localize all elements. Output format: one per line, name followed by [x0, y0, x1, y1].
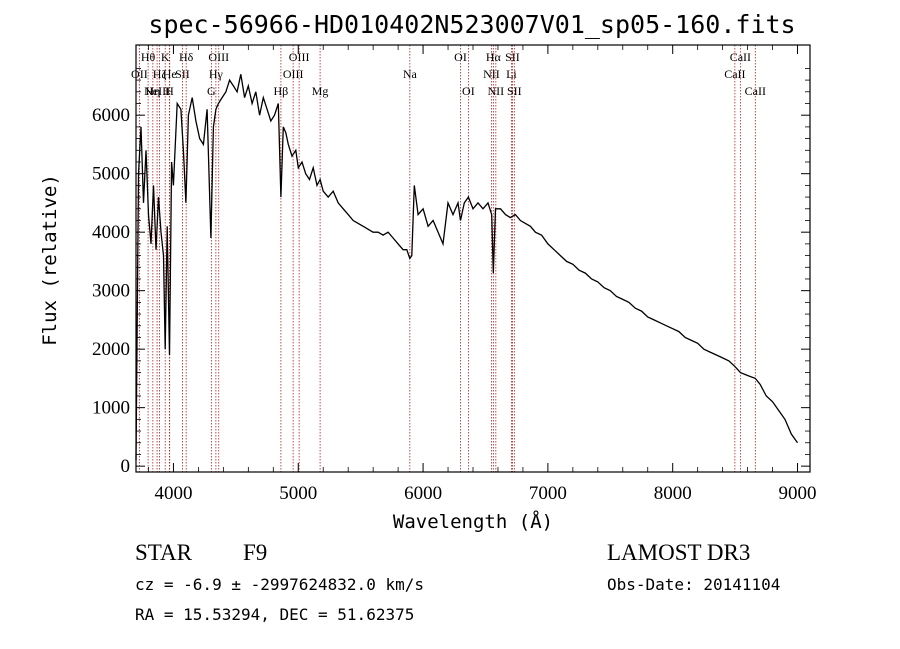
spectral-line-label: OII	[131, 67, 148, 81]
spectral-subclass: F9	[243, 540, 267, 565]
spectrum-line	[135, 74, 799, 461]
y-axis-ticks: 0 1000 2000 3000 4000 5000 6000	[92, 67, 810, 477]
spectral-line-markers	[138, 45, 756, 472]
spectral-line-label: OI	[462, 84, 475, 98]
spectral-line-label: SII	[505, 50, 520, 64]
x-axis-label: Wavelength (Å)	[393, 510, 553, 533]
spectral-line-label: He	[163, 67, 177, 81]
spectral-line-label: Mg	[312, 84, 329, 98]
spectral-line-label: Hη	[145, 84, 160, 98]
x-tick-label: 5000	[279, 483, 317, 504]
spectral-line-label: CaII	[730, 50, 751, 64]
y-tick-label: 0	[121, 456, 131, 477]
spectral-line-label: Hγ	[209, 67, 224, 81]
spectral-line-label: Na	[403, 67, 418, 81]
spectral-line-label: K	[161, 50, 170, 64]
spectral-line-label: NII	[483, 67, 500, 81]
x-tick-label: 8000	[654, 483, 692, 504]
coordinates-readout: RA = 15.53294, DEC = 51.62375	[135, 605, 414, 624]
y-tick-label: 6000	[92, 105, 130, 126]
spectral-line-label: SII	[175, 67, 190, 81]
object-type: STAR	[135, 540, 193, 565]
spectral-line-label: SII	[507, 84, 522, 98]
spectral-line-label: G	[207, 84, 216, 98]
spectral-line-label: NII	[488, 84, 505, 98]
redshift-readout: cz = -6.9 ± -2997624832.0 km/s	[135, 575, 424, 594]
x-axis-ticks: 4000 5000 6000 7000 8000 9000	[148, 45, 817, 504]
spectral-line-label: Li	[506, 67, 517, 81]
spectral-line-label: NeIII	[144, 84, 170, 98]
spectral-line-label: OIII	[283, 67, 304, 81]
chart-title: spec-56966-HD010402N523007V01_sp05-160.f…	[148, 10, 795, 39]
spectral-line-label: Hδ	[179, 50, 194, 64]
spectral-line-label: H	[165, 84, 174, 98]
x-tick-label: 6000	[404, 483, 442, 504]
spectral-line-label: CaII	[724, 67, 745, 81]
y-tick-label: 4000	[92, 222, 130, 243]
y-tick-label: 1000	[92, 398, 130, 419]
spectral-line-labels: OIIHθHηNeIIIHζKHeHSIIHδGHγOIIIHβOIIIOIII…	[131, 50, 766, 98]
spectral-line-label: OI	[454, 50, 467, 64]
spectral-line-label: Hζ	[153, 67, 167, 81]
x-tick-label: 9000	[779, 483, 817, 504]
plot-frame	[135, 44, 811, 473]
spectral-line-label: Hθ	[141, 50, 156, 64]
spectral-line-label: OIII	[208, 50, 229, 64]
y-tick-label: 3000	[92, 281, 130, 302]
spectral-line-label: CaII	[745, 84, 766, 98]
y-axis-label: Flux (relative)	[39, 174, 61, 346]
y-tick-label: 2000	[92, 339, 130, 360]
x-tick-label: 4000	[154, 483, 192, 504]
y-tick-label: 5000	[92, 164, 130, 185]
survey-name: LAMOST DR3	[607, 540, 750, 565]
spectral-line-label: OIII	[289, 50, 310, 64]
x-tick-label: 7000	[529, 483, 567, 504]
spectral-line-label: Hα	[486, 50, 502, 64]
observation-date: Obs-Date: 20141104	[607, 575, 780, 594]
spectral-line-label: Hβ	[274, 84, 289, 98]
